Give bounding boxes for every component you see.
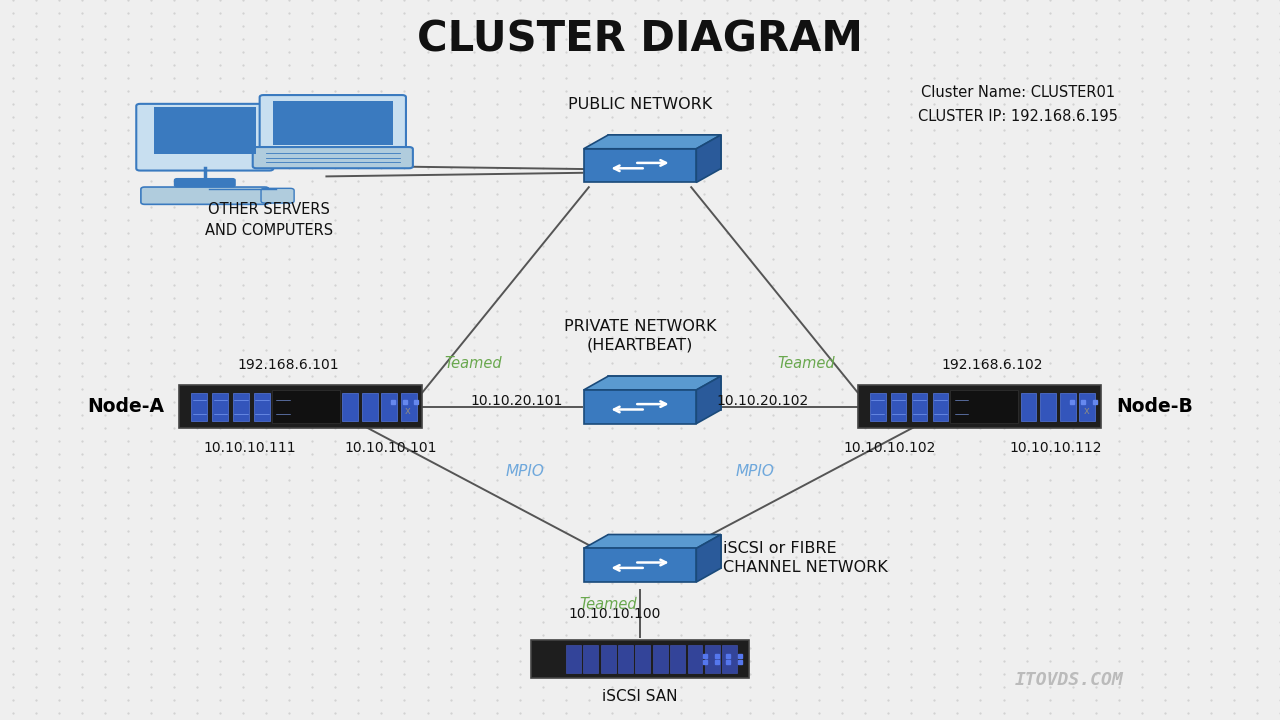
Text: PRIVATE NETWORK
(HEARTBEAT): PRIVATE NETWORK (HEARTBEAT) [563, 319, 717, 353]
Text: 192.168.6.102: 192.168.6.102 [941, 359, 1043, 372]
FancyBboxPatch shape [687, 644, 703, 673]
Polygon shape [608, 135, 721, 168]
Text: 10.10.10.112: 10.10.10.112 [1010, 441, 1102, 455]
FancyBboxPatch shape [191, 393, 207, 420]
FancyBboxPatch shape [252, 147, 413, 168]
Text: x: x [1083, 406, 1089, 416]
Text: 192.168.6.101: 192.168.6.101 [237, 359, 339, 372]
FancyBboxPatch shape [179, 385, 422, 428]
Text: iSCSI SAN: iSCSI SAN [603, 689, 677, 704]
Text: MPIO: MPIO [506, 464, 544, 479]
FancyBboxPatch shape [255, 393, 270, 420]
FancyBboxPatch shape [1079, 393, 1096, 420]
FancyBboxPatch shape [584, 644, 598, 673]
Polygon shape [696, 135, 721, 182]
FancyBboxPatch shape [891, 393, 906, 420]
Polygon shape [608, 534, 721, 568]
FancyBboxPatch shape [260, 95, 406, 151]
FancyBboxPatch shape [584, 390, 696, 423]
Polygon shape [608, 376, 721, 410]
Text: Node-A: Node-A [87, 397, 164, 416]
FancyBboxPatch shape [1041, 393, 1056, 420]
FancyBboxPatch shape [911, 393, 928, 420]
Text: ITOVDS.COM: ITOVDS.COM [1015, 671, 1123, 690]
FancyBboxPatch shape [584, 149, 696, 182]
FancyBboxPatch shape [531, 640, 749, 678]
FancyBboxPatch shape [154, 107, 256, 154]
FancyBboxPatch shape [141, 187, 269, 204]
FancyBboxPatch shape [653, 644, 668, 673]
Polygon shape [584, 135, 721, 149]
FancyBboxPatch shape [174, 179, 236, 186]
Text: CLUSTER DIAGRAM: CLUSTER DIAGRAM [417, 19, 863, 60]
FancyBboxPatch shape [722, 644, 737, 673]
FancyBboxPatch shape [401, 393, 417, 420]
Text: 10.10.10.102: 10.10.10.102 [844, 441, 936, 455]
FancyBboxPatch shape [954, 393, 969, 420]
Text: MPIO: MPIO [736, 464, 774, 479]
Text: 10.10.20.101: 10.10.20.101 [471, 394, 563, 408]
FancyBboxPatch shape [136, 104, 274, 171]
FancyBboxPatch shape [381, 393, 397, 420]
FancyBboxPatch shape [618, 644, 632, 673]
FancyBboxPatch shape [950, 390, 1018, 423]
Polygon shape [696, 534, 721, 582]
Text: 10.10.10.100: 10.10.10.100 [568, 608, 660, 621]
Text: Cluster Name: CLUSTER01
CLUSTER IP: 192.168.6.195: Cluster Name: CLUSTER01 CLUSTER IP: 192.… [918, 85, 1117, 124]
FancyBboxPatch shape [273, 101, 393, 145]
FancyBboxPatch shape [584, 549, 696, 582]
Text: Teamed: Teamed [444, 356, 503, 371]
Text: 10.10.10.111: 10.10.10.111 [204, 441, 296, 455]
Text: iSCSI or FIBRE
CHANNEL NETWORK: iSCSI or FIBRE CHANNEL NETWORK [723, 541, 888, 575]
FancyBboxPatch shape [635, 644, 650, 673]
Text: 10.10.10.101: 10.10.10.101 [344, 441, 436, 455]
Text: PUBLIC NETWORK: PUBLIC NETWORK [568, 96, 712, 112]
FancyBboxPatch shape [671, 644, 685, 673]
FancyBboxPatch shape [212, 393, 228, 420]
Polygon shape [584, 376, 721, 390]
FancyBboxPatch shape [933, 393, 948, 420]
FancyBboxPatch shape [600, 644, 616, 673]
FancyBboxPatch shape [870, 393, 886, 420]
FancyBboxPatch shape [858, 385, 1101, 428]
FancyBboxPatch shape [342, 393, 358, 420]
Text: Teamed: Teamed [777, 356, 836, 371]
Polygon shape [584, 534, 721, 549]
Text: OTHER SERVERS
AND COMPUTERS: OTHER SERVERS AND COMPUTERS [205, 202, 333, 238]
Text: Node-B: Node-B [1116, 397, 1193, 416]
FancyBboxPatch shape [1020, 393, 1037, 420]
FancyBboxPatch shape [566, 644, 581, 673]
FancyBboxPatch shape [233, 393, 250, 420]
FancyBboxPatch shape [705, 644, 719, 673]
Polygon shape [696, 376, 721, 423]
FancyBboxPatch shape [271, 390, 339, 423]
FancyBboxPatch shape [362, 393, 378, 420]
Text: x: x [404, 406, 411, 416]
Text: Teamed: Teamed [579, 597, 637, 612]
FancyBboxPatch shape [261, 189, 294, 203]
FancyBboxPatch shape [1060, 393, 1075, 420]
FancyBboxPatch shape [275, 393, 291, 420]
Text: 10.10.20.102: 10.10.20.102 [717, 394, 809, 408]
